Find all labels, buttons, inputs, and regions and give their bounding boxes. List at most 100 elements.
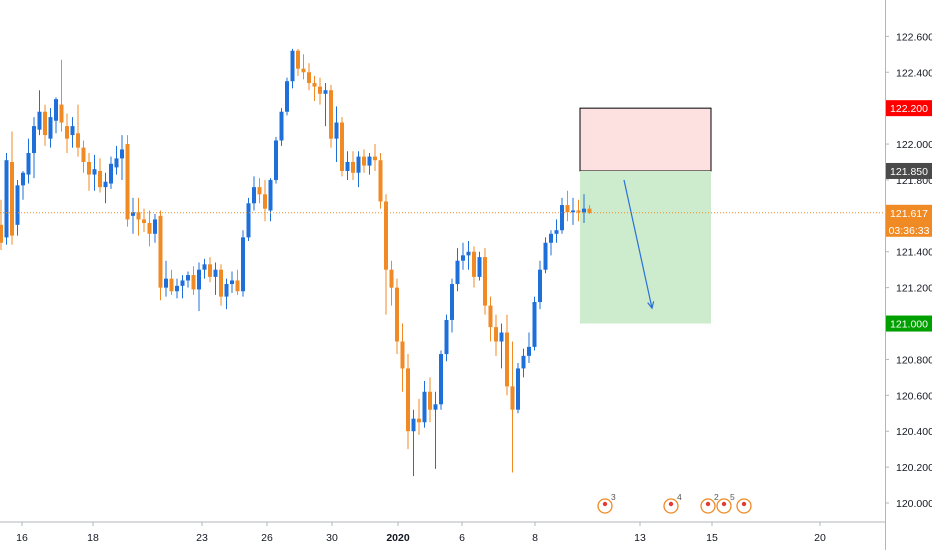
candle-body [543,242,548,270]
candle-body [279,111,284,141]
candle-body [345,162,350,171]
candle [576,199,581,222]
event-marker[interactable]: 2 [700,492,719,514]
x-tick-label: 15 [706,532,718,544]
candle-body [147,223,152,234]
candle-body [224,284,229,297]
candle [235,269,240,295]
candle [252,176,256,211]
candle-body [450,284,454,320]
candle [175,278,179,299]
candle-body [125,144,130,220]
candle [356,151,361,188]
candle [571,197,575,225]
candle-body [461,255,465,261]
y-tick-label: 121.400 [896,247,932,259]
candle [54,97,58,134]
x-axis[interactable]: 16 18 23 26 30 2020 6 8 13 15 20 [0,521,885,544]
candle-body [318,86,322,94]
candle-body [158,215,163,288]
candle-body [444,319,449,355]
event-marker[interactable] [736,498,752,514]
candle [296,48,300,76]
stop-price-text: 122.200 [890,103,928,115]
y-tick-label: 122.000 [896,139,932,151]
candle-body [400,341,405,369]
candle [164,260,168,297]
candle-body [378,160,383,202]
candle [76,104,80,157]
candle-body [296,50,300,69]
candle-body [131,212,135,216]
candle [312,75,317,101]
take-profit-zone[interactable] [580,170,711,324]
candle [43,104,47,146]
candle [186,271,190,288]
event-count: 2 [714,492,719,502]
candle [103,172,108,204]
candle [15,179,20,236]
candle [560,197,564,234]
candle [477,251,482,281]
candle [582,194,586,224]
candle [263,179,267,222]
y-tick-label: 121.200 [896,283,932,295]
candle-body [290,50,295,82]
event-marker[interactable]: 4 [663,492,682,514]
candle [191,266,196,295]
projection-arrow[interactable] [623,179,653,309]
candle [466,240,471,270]
candle-body [246,203,251,238]
candle-body [186,275,190,281]
candle-body [142,219,146,224]
candle-body [15,185,20,225]
x-tick-label: 2020 [386,532,410,544]
economic-events[interactable]: 3 4 2 5 [597,492,752,514]
position-tool-overlay[interactable] [579,107,712,324]
y-tick-label: 122.600 [896,31,932,43]
candle [340,117,344,177]
candle [395,278,399,355]
candle-body [180,280,185,286]
event-flag-icon [668,501,674,507]
candle-body [230,280,234,285]
candle [208,257,212,283]
price-labels: 122.200 121.850 121.617 03:36:33 121.000 [886,100,932,332]
candle-body [521,355,526,369]
candle [268,178,273,222]
candle [114,145,119,175]
candle [323,83,328,127]
candle-body [499,332,504,342]
candle [147,210,152,247]
candle [301,54,306,80]
candle-body [70,126,75,136]
candle-body [257,187,262,195]
candle [37,90,42,136]
candle [279,108,284,146]
event-marker[interactable]: 3 [597,492,616,514]
candle-body [362,156,366,166]
y-tick-label: 120.600 [896,390,932,402]
event-marker[interactable]: 5 [716,492,735,514]
x-tick-label: 26 [261,532,273,544]
candle [241,230,245,297]
candle-body [494,327,498,342]
candle-body [538,269,542,302]
candle [400,323,405,392]
stop-loss-zone[interactable] [579,107,712,172]
candle [417,398,421,435]
event-count: 3 [611,492,616,502]
candle-body [466,251,471,256]
candle [318,77,322,105]
candle [169,269,174,295]
candle [197,262,201,311]
candle-body [274,140,278,180]
candle-body [4,160,9,238]
candle-body [87,162,91,175]
x-tick-label: 23 [196,532,208,544]
y-tick-label: 120.000 [896,498,932,510]
candle-body [0,224,3,243]
candle-body [428,391,432,410]
candle [48,108,53,148]
